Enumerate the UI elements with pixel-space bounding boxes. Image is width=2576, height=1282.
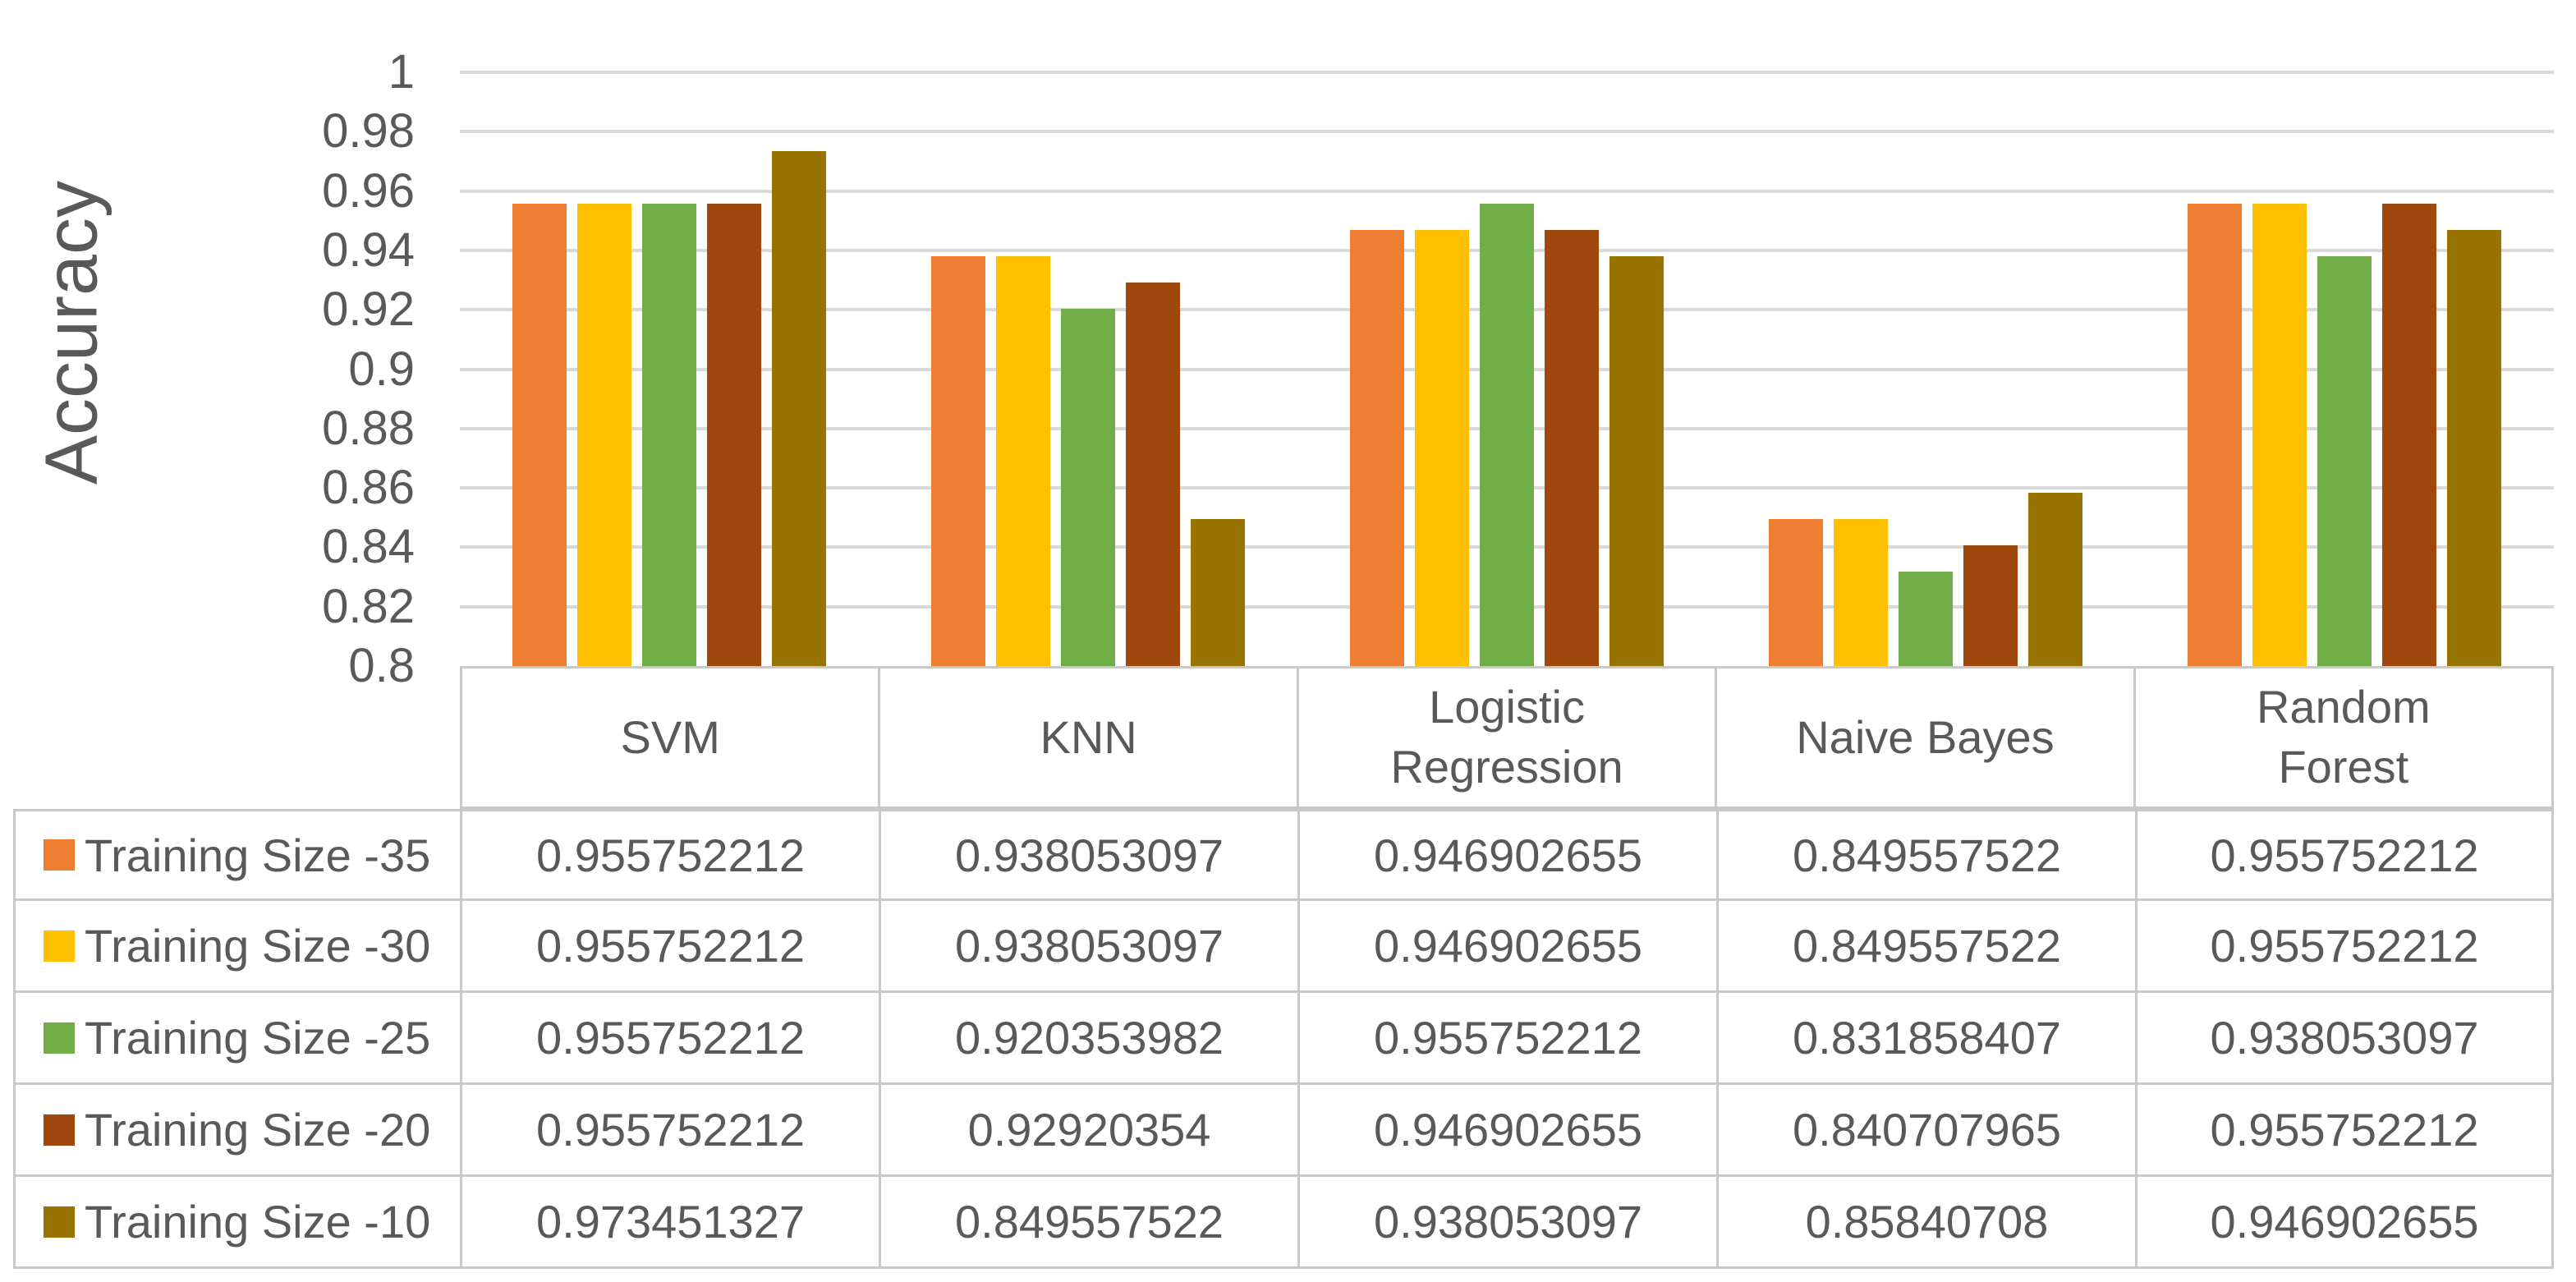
bar-knn-training-size-35 [931, 255, 985, 666]
y-axis-tick-label: 0.8 [348, 639, 415, 692]
table-row-training-size-20: Training Size -20 0.955752212 0.92920354 0.… [13, 1085, 2554, 1177]
value-cell-logistic-regression-training-size-10: 0.938053097 [1297, 1177, 1716, 1266]
y-axis-tick-label: 0.9 [348, 342, 415, 396]
series-name-label: Training Size -30 [85, 920, 431, 972]
value-cell-random-forest-training-size-35: 0.955752212 [2135, 811, 2554, 898]
y-axis-tick-label: 0.84 [322, 520, 415, 574]
column-header-svm: SVM [460, 669, 878, 806]
bar-svm-training-size-25 [642, 203, 696, 666]
bar-random-forest-training-size-20 [2382, 203, 2436, 666]
bar-svm-training-size-10 [772, 150, 826, 666]
column-header-logistic-regression: Logistic Regression [1296, 669, 1715, 806]
legend-cell-training-size-25: Training Size -25 [13, 993, 460, 1082]
bar-knn-training-size-30 [996, 255, 1050, 666]
bar-svm-training-size-30 [577, 203, 631, 666]
bar-logistic-regression-training-size-20 [1545, 229, 1599, 666]
legend-cell-training-size-20: Training Size -20 [13, 1085, 460, 1174]
gridline-0.96 [460, 189, 2554, 193]
bar-naive-bayes-training-size-20 [1963, 545, 2018, 666]
value-cell-knn-training-size-10: 0.849557522 [879, 1177, 1297, 1266]
y-axis-tick-label: 1 [388, 45, 415, 99]
series-name-label: Training Size -25 [85, 1012, 431, 1064]
value-cell-logistic-regression-training-size-35: 0.946902655 [1297, 811, 1716, 898]
value-cell-random-forest-training-size-25: 0.938053097 [2135, 993, 2554, 1082]
value-cell-logistic-regression-training-size-25: 0.955752212 [1297, 993, 1716, 1082]
y-axis-tick-label: 0.88 [322, 401, 415, 455]
value-cell-naive-bayes-training-size-25: 0.831858407 [1716, 993, 2135, 1082]
bar-random-forest-training-size-25 [2317, 255, 2372, 666]
column-header-label: SVM [620, 710, 720, 763]
bar-naive-bayes-training-size-30 [1834, 518, 1888, 666]
y-axis-tick-label: 0.96 [322, 163, 415, 218]
value-cell-svm-training-size-25: 0.955752212 [460, 993, 879, 1082]
legend-swatch-training-size-35 [44, 839, 75, 871]
series-name-label: Training Size -10 [85, 1196, 431, 1248]
value-cell-logistic-regression-training-size-20: 0.946902655 [1297, 1085, 1716, 1174]
value-cell-naive-bayes-training-size-20: 0.840707965 [1716, 1085, 2135, 1174]
legend-cell-training-size-30: Training Size -30 [13, 901, 460, 990]
bar-svm-training-size-20 [707, 203, 761, 666]
legend-swatch-training-size-20 [44, 1114, 75, 1146]
table-row-training-size-35: Training Size -35 0.955752212 0.938053097 0… [13, 809, 2554, 901]
bar-knn-training-size-25 [1061, 308, 1115, 666]
value-cell-knn-training-size-25: 0.920353982 [879, 993, 1297, 1082]
value-cell-naive-bayes-training-size-30: 0.849557522 [1716, 901, 2135, 990]
value-cell-svm-training-size-20: 0.955752212 [460, 1085, 879, 1174]
legend-cell-training-size-10: Training Size -10 [13, 1177, 460, 1266]
y-axis-tick-label: 0.94 [322, 223, 415, 277]
table-row-training-size-30: Training Size -30 0.955752212 0.938053097 0… [13, 901, 2554, 993]
bar-knn-training-size-20 [1126, 282, 1180, 666]
gridline-0.98 [460, 130, 2554, 134]
value-cell-knn-training-size-35: 0.938053097 [879, 811, 1297, 898]
gridline-1 [460, 71, 2554, 74]
table-row-training-size-10: Training Size -10 0.973451327 0.849557522 0… [13, 1177, 2554, 1269]
value-cell-svm-training-size-30: 0.955752212 [460, 901, 879, 990]
bar-random-forest-training-size-30 [2252, 203, 2307, 666]
value-cell-naive-bayes-training-size-35: 0.849557522 [1716, 811, 2135, 898]
value-cell-svm-training-size-10: 0.973451327 [460, 1177, 879, 1266]
value-cell-svm-training-size-35: 0.955752212 [460, 811, 879, 898]
bar-logistic-regression-training-size-35 [1350, 229, 1404, 666]
y-axis-tick-label: 0.86 [322, 461, 415, 515]
column-header-label: Naive Bayes [1796, 710, 2055, 763]
value-cell-random-forest-training-size-20: 0.955752212 [2135, 1085, 2554, 1174]
column-header-label: Random Forest [2256, 681, 2431, 793]
bar-logistic-regression-training-size-10 [1609, 255, 1664, 666]
series-name-label: Training Size -20 [85, 1104, 431, 1156]
column-header-naive-bayes: Naive Bayes [1715, 669, 2133, 806]
value-cell-random-forest-training-size-30: 0.955752212 [2135, 901, 2554, 990]
bar-logistic-regression-training-size-25 [1480, 203, 1534, 666]
value-cell-naive-bayes-training-size-10: 0.85840708 [1716, 1177, 2135, 1266]
legend-swatch-training-size-25 [44, 1022, 75, 1054]
value-cell-knn-training-size-30: 0.938053097 [879, 901, 1297, 990]
legend-swatch-training-size-30 [44, 930, 75, 962]
y-axis-tick-label: 0.82 [322, 579, 415, 633]
bar-logistic-regression-training-size-30 [1415, 229, 1469, 666]
bar-knn-training-size-10 [1191, 518, 1245, 666]
bar-svm-training-size-35 [512, 203, 567, 666]
column-header-knn: KNN [878, 669, 1296, 806]
bar-random-forest-training-size-10 [2447, 229, 2501, 666]
value-cell-knn-training-size-20: 0.92920354 [879, 1085, 1297, 1174]
column-header-random-forest: Random Forest [2133, 669, 2555, 806]
column-header-label: KNN [1040, 710, 1137, 763]
data-table-header-row: SVM KNN Logistic Regression Naive Bayes Rand… [460, 666, 2555, 809]
bar-naive-bayes-training-size-25 [1899, 571, 1953, 666]
value-cell-random-forest-training-size-10: 0.946902655 [2135, 1177, 2554, 1266]
value-cell-logistic-regression-training-size-30: 0.946902655 [1297, 901, 1716, 990]
column-header-label: Logistic Regression [1390, 681, 1623, 793]
bar-naive-bayes-training-size-35 [1769, 518, 1823, 666]
y-axis-tick-label: 0.92 [322, 283, 415, 337]
legend-cell-training-size-35: Training Size -35 [13, 811, 460, 898]
series-name-label: Training Size -35 [85, 829, 431, 881]
table-row-training-size-25: Training Size -25 0.955752212 0.920353982 0… [13, 993, 2554, 1085]
bar-random-forest-training-size-35 [2188, 203, 2242, 666]
legend-swatch-training-size-10 [44, 1206, 75, 1238]
y-axis-tick-label: 0.98 [322, 104, 415, 159]
bar-naive-bayes-training-size-10 [2028, 492, 2082, 666]
